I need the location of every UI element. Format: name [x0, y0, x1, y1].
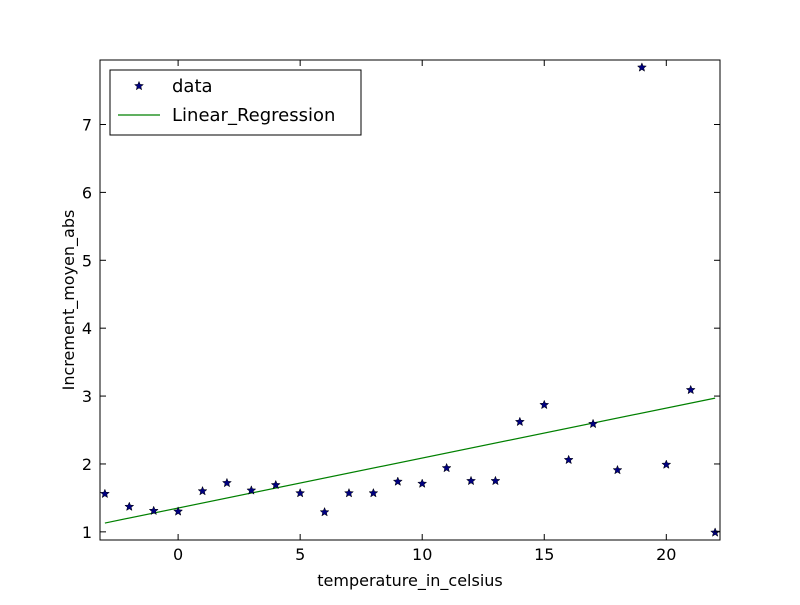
data-point: [295, 487, 306, 498]
legend-box: [109, 69, 362, 136]
data-point: [636, 62, 647, 72]
data-point: [441, 462, 452, 473]
data-point: [343, 487, 354, 498]
data-point: [539, 399, 550, 410]
data-point: [368, 487, 379, 498]
data-point: [685, 384, 696, 395]
data-point: [124, 501, 135, 512]
legend-label: Linear_Regression: [172, 105, 335, 126]
data-point: [270, 479, 281, 490]
data-point: [100, 488, 110, 499]
data-point: [197, 485, 208, 496]
x-tick-label: 15: [534, 545, 554, 564]
y-tick-label: 1: [82, 523, 92, 542]
plot-area: [100, 62, 720, 537]
x-tick-label: 5: [295, 545, 305, 564]
x-tick-label: 10: [412, 545, 432, 564]
data-point: [392, 476, 403, 486]
x-tick-label: 0: [173, 545, 183, 564]
x-tick-label: 20: [656, 545, 676, 564]
data-point: [319, 506, 330, 517]
data-point: [148, 505, 159, 516]
data-point: [514, 416, 525, 427]
axes: 0 5 10 15 20 1 2 3 4 5 6 7: [82, 59, 721, 564]
data-point: [661, 459, 672, 469]
data-point: [173, 506, 184, 516]
data-point: [221, 477, 232, 488]
data-layer: [100, 62, 720, 537]
legend-marker-star: [133, 80, 145, 91]
x-axis-label: temperature_in_celsius: [317, 571, 503, 591]
y-tick-label: 5: [82, 251, 92, 270]
regression-line: [104, 397, 716, 524]
y-tick-label: 4: [82, 319, 92, 338]
data-point: [490, 475, 501, 486]
data-point: [246, 485, 257, 495]
y-tick-label: 3: [82, 387, 92, 406]
data-point: [563, 454, 574, 465]
data-point: [612, 464, 623, 475]
axes-frame: [99, 59, 721, 541]
legend-label: data: [172, 76, 213, 97]
data-point: [588, 418, 599, 429]
data-point: [466, 475, 477, 486]
legend: data Linear_Regression: [109, 69, 362, 136]
data-point: [417, 478, 428, 488]
y-tick-label: 2: [82, 455, 92, 474]
y-axis-label: Increment_moyen_abs: [59, 210, 79, 391]
y-tick-label: 7: [82, 115, 92, 134]
y-tick-label: 6: [82, 183, 92, 202]
